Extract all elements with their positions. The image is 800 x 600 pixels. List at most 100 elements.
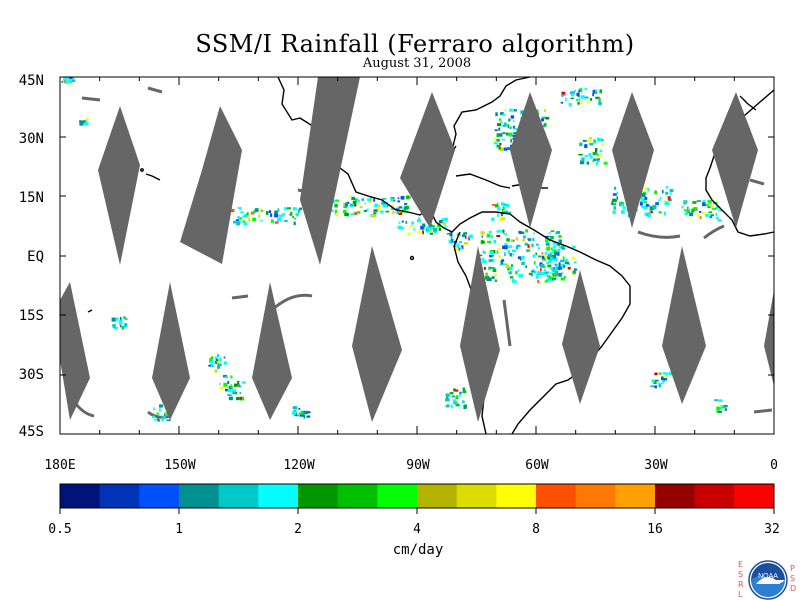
rain-pixel <box>558 239 562 244</box>
rain-pixel <box>227 394 232 396</box>
rain-pixel <box>663 377 667 381</box>
rain-pixel <box>123 316 126 320</box>
rain-pixel <box>223 356 226 359</box>
rain-pixel <box>555 273 559 276</box>
rain-pixel <box>543 257 547 261</box>
rain-pixel <box>592 159 595 163</box>
rain-pixel <box>457 246 460 249</box>
swath-artifact <box>147 86 163 94</box>
rain-pixel <box>600 143 604 146</box>
rain-pixel <box>686 209 690 213</box>
rain-pixel <box>363 210 367 213</box>
swath-gap <box>460 246 500 422</box>
rain-pixel <box>498 133 503 137</box>
rain-pixel <box>518 273 523 278</box>
rain-pixel <box>586 161 589 165</box>
rain-pixel <box>498 118 501 121</box>
rain-pixel <box>294 217 296 220</box>
rain-pixel <box>368 199 372 203</box>
rain-pixel <box>587 101 591 104</box>
rain-pixel <box>572 270 576 275</box>
rain-pixel <box>276 218 282 222</box>
rain-pixel <box>112 324 116 328</box>
rain-pixel <box>596 158 600 160</box>
rain-pixel <box>548 232 551 234</box>
rain-pixel <box>649 209 653 211</box>
colorbar-swatch <box>298 484 339 508</box>
rain-pixel <box>712 207 717 210</box>
colorbar-swatch <box>615 484 656 508</box>
rain-pixel <box>655 202 659 205</box>
rain-pixel <box>561 94 564 97</box>
rain-pixel <box>481 258 485 261</box>
rain-pixel <box>401 226 404 230</box>
rain-pixel <box>541 116 546 119</box>
rain-pixel <box>398 206 403 209</box>
rain-pixel <box>554 271 559 274</box>
rain-pixel <box>596 161 599 166</box>
rain-pixel <box>507 268 510 271</box>
rain-pixel <box>480 254 483 257</box>
rain-pixel <box>303 410 308 415</box>
rain-pixel <box>306 411 311 414</box>
rain-pixel <box>570 92 575 97</box>
rain-pixel <box>513 132 516 135</box>
rain-pixel <box>236 397 240 401</box>
rain-pixel <box>589 142 594 146</box>
rain-pixel <box>373 197 376 202</box>
rain-pixel <box>521 261 525 265</box>
rain-pixel <box>663 375 668 379</box>
map-date: August 31, 2008 <box>362 56 472 71</box>
rain-pixel <box>153 419 158 421</box>
rain-pixel <box>345 201 348 204</box>
rain-pixel <box>507 147 511 150</box>
rain-pixel <box>612 211 616 215</box>
rain-pixel <box>658 199 661 202</box>
rain-pixel <box>63 76 68 81</box>
rain-pixel <box>619 202 623 206</box>
lon-label-150w: 150W <box>164 458 196 473</box>
rain-pixel <box>397 225 402 229</box>
rain-pixel <box>223 382 228 387</box>
rain-pixel <box>242 220 246 223</box>
rain-pixel <box>483 267 486 270</box>
rain-pixel <box>469 234 473 239</box>
rain-pixel <box>543 123 547 127</box>
central-america-coast <box>429 209 496 233</box>
rain-pixel <box>455 403 459 406</box>
rain-pixel <box>461 245 464 249</box>
rain-pixel <box>260 219 263 222</box>
rain-pixel <box>518 230 522 234</box>
rain-pixel <box>498 146 501 150</box>
rain-pixel <box>558 246 561 249</box>
rain-pixel <box>418 217 421 220</box>
rain-pixel <box>532 254 536 258</box>
rain-pixel <box>503 233 507 235</box>
rain-pixel <box>448 239 453 244</box>
rain-pixel <box>498 127 501 131</box>
rain-pixel <box>496 145 501 148</box>
rain-pixel <box>502 207 505 210</box>
rain-pixel <box>241 381 246 384</box>
rain-pixel <box>238 384 240 387</box>
rain-pixel <box>552 268 557 272</box>
lat-label-30s: 30S <box>18 367 44 383</box>
rain-pixel <box>243 222 248 226</box>
rain-pixel <box>430 229 433 232</box>
rain-pixel <box>668 198 672 202</box>
rain-pixel <box>461 400 465 402</box>
rain-pixel <box>584 96 589 99</box>
rain-pixel <box>592 151 597 156</box>
colorbar-units: cm/day <box>392 542 444 558</box>
rain-pixel <box>497 229 502 233</box>
rain-pixel <box>508 132 513 137</box>
rain-pixel <box>509 253 512 257</box>
rain-pixel <box>664 201 670 205</box>
rain-pixel <box>662 380 665 384</box>
rain-pixel <box>236 221 240 226</box>
rain-pixel <box>701 212 706 215</box>
rain-pixel <box>382 203 387 208</box>
rain-pixel <box>696 200 701 202</box>
colorbar-label-4: 4 <box>413 522 421 537</box>
